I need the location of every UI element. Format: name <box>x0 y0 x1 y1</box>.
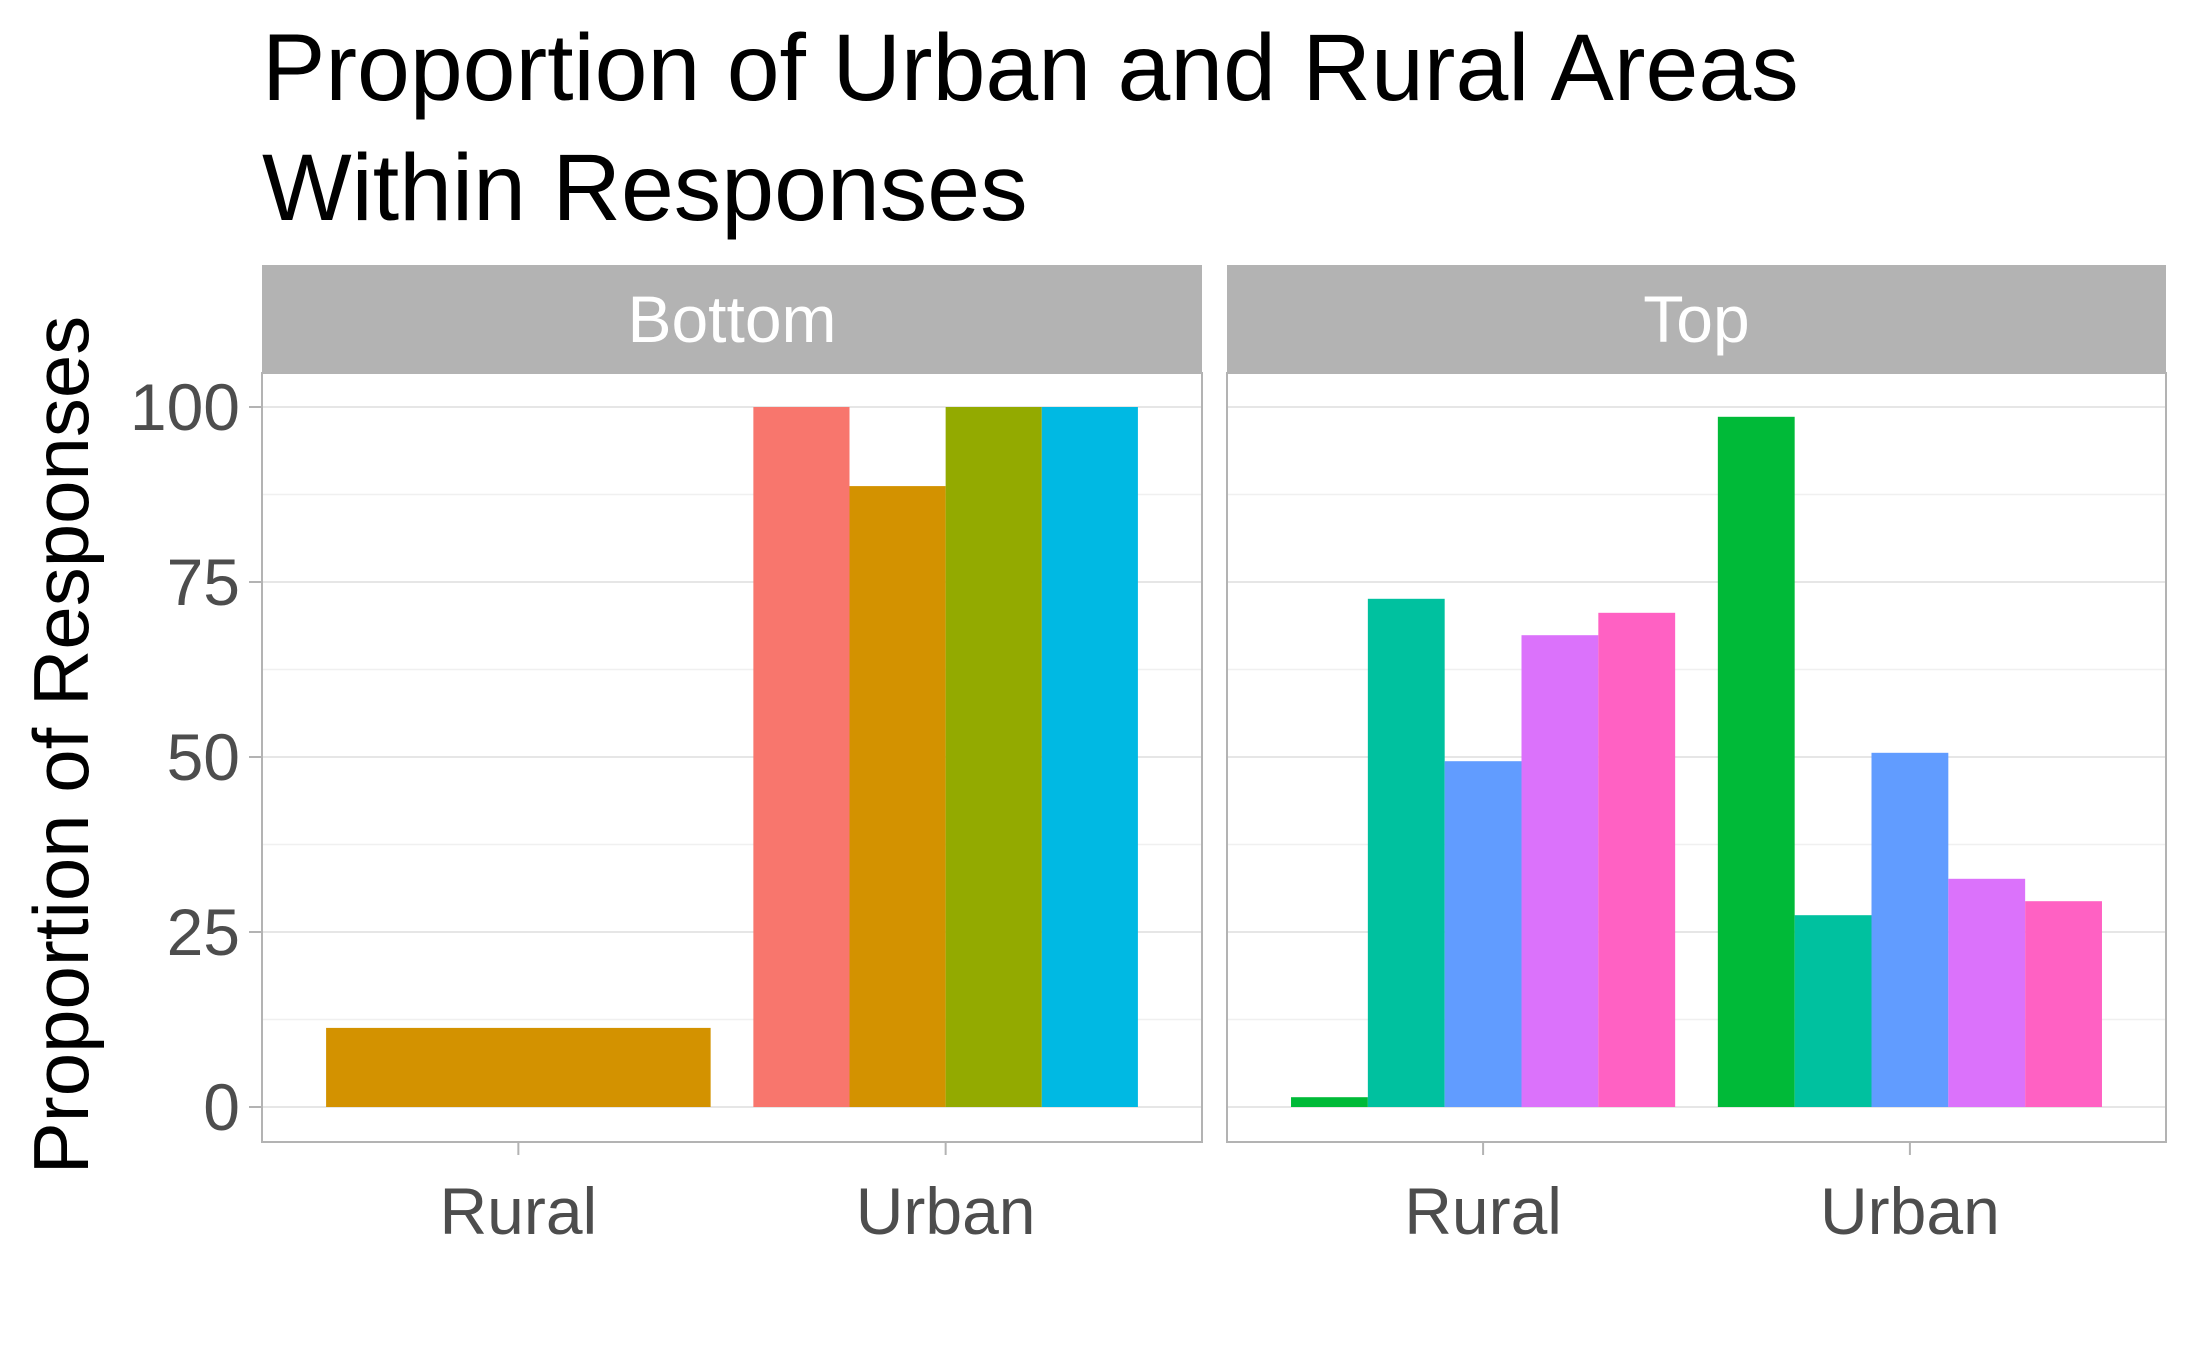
y-tick-label: 75 <box>167 545 240 619</box>
y-tick-label: 0 <box>203 1070 240 1144</box>
facet-strip-label: Top <box>1643 282 1749 356</box>
panel-border <box>1226 372 2167 1143</box>
x-tick-label: Rural <box>1404 1174 1562 1248</box>
bar <box>1794 915 1872 1107</box>
chart-title-line-2: Within Responses <box>262 135 1028 241</box>
chart-title-line-1: Proportion of Urban and Rural Areas <box>262 15 1799 121</box>
bar <box>1291 1097 1368 1107</box>
bar <box>1948 878 2026 1107</box>
bar <box>2025 901 2102 1107</box>
bar <box>326 1027 711 1107</box>
facet-strip <box>1227 265 2166 373</box>
y-tick-label: 100 <box>130 370 240 444</box>
facet-strip-label: Bottom <box>627 282 836 356</box>
bar <box>1367 598 1445 1107</box>
y-tick-label: 25 <box>167 895 240 969</box>
x-tick-label: Urban <box>856 1174 1036 1248</box>
x-tick-label: Rural <box>440 1174 598 1248</box>
bar <box>1041 407 1138 1107</box>
panel-top: Top Rural Urban <box>1226 265 2167 1248</box>
bar <box>945 407 1042 1107</box>
facet-panels: Bottom Rural Urban 0 25 50 75 100 Top Rural Urban <box>130 265 2167 1248</box>
panel-bottom: Bottom Rural Urban 0 25 50 75 100 <box>130 265 1203 1248</box>
bar <box>753 407 850 1107</box>
bar <box>1598 612 1676 1107</box>
y-axis-label: Proportion of Responses <box>17 316 105 1175</box>
facet-strip <box>262 265 1202 373</box>
x-tick-label: Urban <box>1820 1174 2000 1248</box>
y-tick-label: 50 <box>167 720 240 794</box>
bar <box>1871 752 1949 1107</box>
bar <box>1444 761 1522 1107</box>
bar <box>849 486 946 1108</box>
bar <box>1717 416 1795 1107</box>
bar <box>1521 635 1599 1107</box>
